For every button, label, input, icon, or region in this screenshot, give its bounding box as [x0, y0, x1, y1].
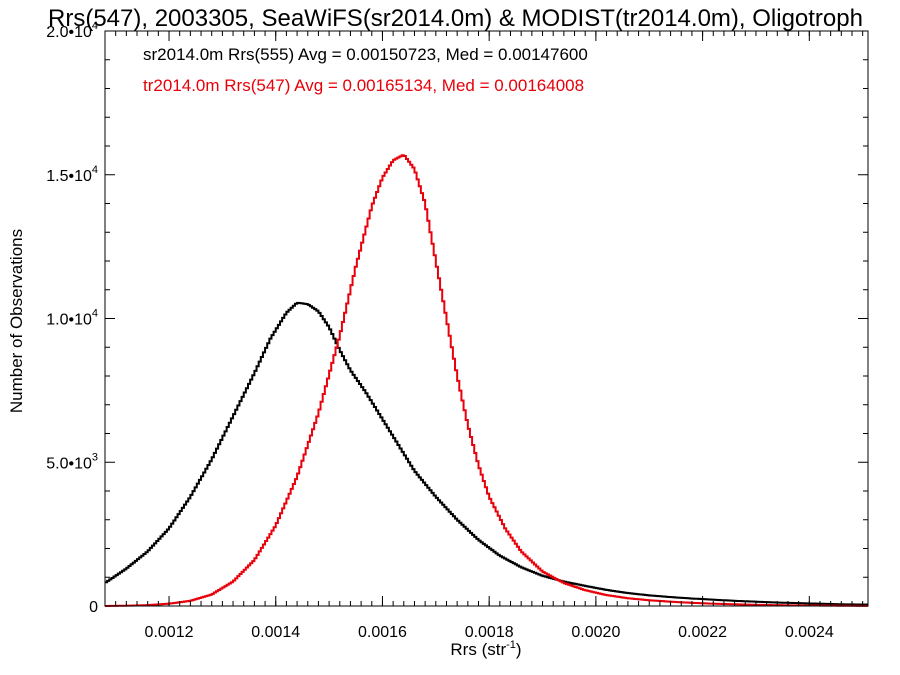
y-tick-label: 1.0•104 [46, 308, 98, 329]
y-tick-label: 2.0•104 [46, 20, 98, 41]
series-2-point [489, 496, 490, 497]
series-1-point [190, 496, 191, 497]
legend: sr2014.0m Rrs(555) Avg = 0.00150723, Med… [143, 45, 588, 95]
series-1-point [478, 539, 479, 540]
series-1-point [329, 327, 330, 328]
series-2-point [403, 154, 404, 155]
series-2-point [275, 525, 276, 526]
plot-frame [104, 30, 869, 607]
series-2-point [425, 203, 426, 204]
series-2-point [318, 413, 319, 414]
series-2-point [355, 266, 356, 267]
legend-entry-1: sr2014.0m Rrs(555) Avg = 0.00150723, Med… [143, 45, 588, 64]
series-1-point [147, 551, 148, 552]
series-1-point [649, 595, 650, 596]
x-tick-label: 0.0012 [145, 624, 194, 641]
series-2-point [542, 571, 543, 572]
plot-area [105, 154, 868, 607]
series-2-point [649, 600, 650, 601]
series-2-point [435, 260, 436, 261]
series-1-point [713, 599, 714, 600]
y-tick-label: 1.5•104 [46, 164, 98, 185]
x-axis-label: Rrs (str-1) [450, 639, 521, 659]
series-2-point [211, 594, 212, 595]
series-1-point [457, 519, 458, 520]
series-1-point [521, 567, 522, 568]
series-1-point [270, 338, 271, 339]
x-tick-label: 0.0016 [358, 624, 407, 641]
series-2-point [414, 168, 415, 169]
series-1-point [254, 373, 255, 374]
x-tick-label: 0.0018 [465, 624, 514, 641]
x-tick-label: 0.0014 [251, 624, 300, 641]
series-1-point [691, 598, 692, 599]
series-1-point [339, 350, 340, 351]
y-axis-label: Number of Observations [7, 229, 26, 413]
series-1-point [168, 528, 169, 529]
series-2-point [585, 590, 586, 591]
legend-entry-2: tr2014.0m Rrs(547) Avg = 0.00165134, Med… [143, 76, 584, 95]
series-2-point [382, 177, 383, 178]
series-2-point [457, 375, 458, 376]
series-2-point [296, 476, 297, 477]
series-2-point [371, 206, 372, 207]
x-tick-label: 0.0024 [785, 624, 834, 641]
series-2-point [446, 318, 447, 319]
series-2-point [339, 335, 340, 336]
series-1-point [414, 470, 415, 471]
series-1-point [542, 575, 543, 576]
series-2-point [627, 598, 628, 599]
series-1-point [307, 304, 308, 305]
series-2-point [232, 581, 233, 582]
series-1-point [499, 555, 500, 556]
y-tick-label: 5.0•103 [46, 451, 98, 472]
x-tick-label: 0.0020 [571, 624, 620, 641]
series-1-point [296, 302, 297, 303]
series-2-point [478, 465, 479, 466]
series-1-point [211, 459, 212, 460]
series-1-point [286, 312, 287, 313]
y-tick-label: 0 [89, 599, 98, 616]
series-2-point [254, 559, 255, 560]
series-1-point [232, 416, 233, 417]
series-1-point [606, 589, 607, 590]
x-tick-label: 0.0022 [678, 624, 727, 641]
series-1-point [318, 311, 319, 312]
series-2-point [521, 551, 522, 552]
series-1-point [627, 592, 628, 593]
series-2-point [563, 582, 564, 583]
series-1-point [398, 444, 399, 445]
axes: 0.0012 0.0014 0.0016 0.0018 0.0020 0.0022 0.00… [46, 20, 869, 641]
series-1-point [126, 568, 127, 569]
series-2-point [505, 528, 506, 529]
series-line-2 [105, 154, 868, 607]
series-1-point [670, 596, 671, 597]
series-2-point [393, 160, 394, 161]
series-1-point [585, 585, 586, 586]
chart-title: Rrs(547), 2003305, SeaWiFS(sr2014.0m) & … [48, 5, 863, 32]
series-1-point [366, 393, 367, 394]
series-2-point [467, 424, 468, 425]
series-line-1 [105, 301, 868, 606]
series-2-point [606, 594, 607, 595]
series-1-point [350, 370, 351, 371]
series-1-point [382, 419, 383, 420]
series-1-point [435, 496, 436, 497]
